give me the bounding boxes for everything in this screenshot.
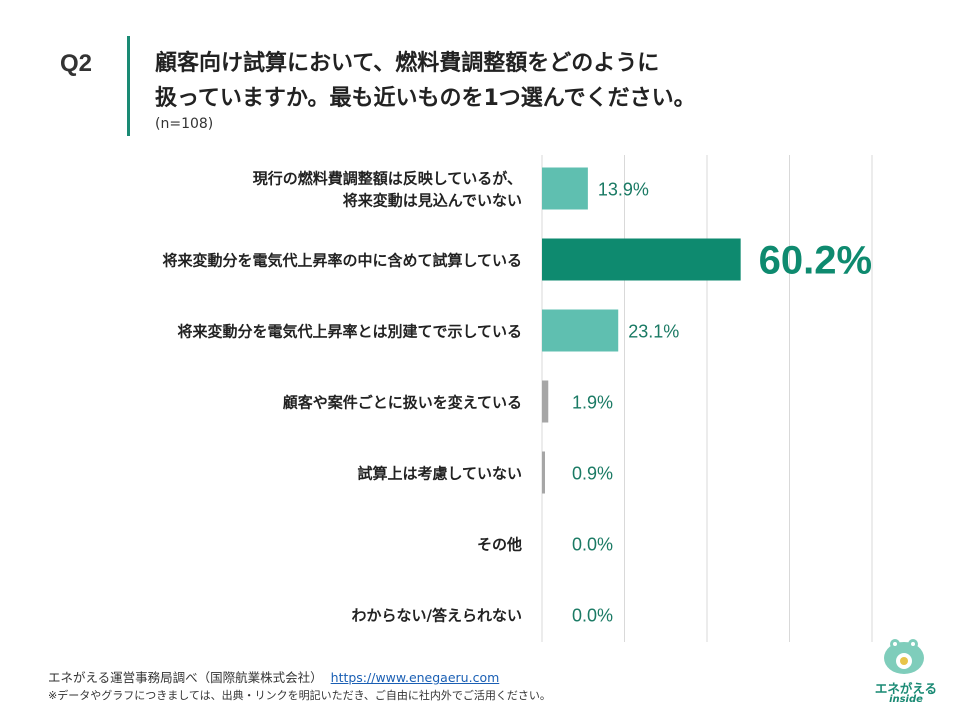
source-line: エネがえる運営事務局調べ（国際航業株式会社） https://www.enegae…: [48, 667, 499, 686]
bar-chart: 13.9% 現行の燃料費調整額は反映しているが、将来変動は見込んでいない 60.2%…: [0, 0, 960, 660]
data-label: 13.9%: [598, 180, 649, 200]
category-label: 将来変動分を電気代上昇率とは別建てで示している: [177, 323, 522, 341]
bar: [542, 310, 618, 352]
data-label: 0.0%: [572, 606, 613, 626]
category-label: 顧客や案件ごとに扱いを変えている: [283, 394, 522, 412]
data-label: 23.1%: [628, 322, 679, 342]
data-label: 60.2%: [759, 239, 872, 283]
bar: [542, 452, 545, 494]
bar: [542, 168, 588, 210]
bar: [542, 381, 548, 423]
enegaeru-logo: エネがえる inside: [866, 632, 946, 712]
category-label: 試算上は考慮していない: [357, 465, 522, 483]
data-label: 0.9%: [572, 464, 613, 484]
bar: [542, 239, 741, 281]
usage-note: ※データやグラフにつきましては、出典・リンクを明記いただき、ご自由に社内外でご活…: [48, 687, 551, 703]
source-text: エネがえる運営事務局調べ（国際航業株式会社）: [48, 670, 323, 685]
category-label: 将来変動分を電気代上昇率の中に含めて試算している: [162, 252, 522, 270]
logo-mascot-icon: [866, 632, 946, 678]
category-label: わからない/答えられない: [352, 607, 522, 625]
category-label: 現行の燃料費調整額は反映しているが、: [253, 170, 522, 188]
category-label: 将来変動は見込んでいない: [343, 192, 522, 210]
category-label: その他: [477, 536, 522, 554]
data-label: 0.0%: [572, 535, 613, 555]
logo-subtext: inside: [866, 694, 946, 705]
source-link[interactable]: https://www.enegaeru.com: [331, 670, 500, 685]
data-label: 1.9%: [572, 393, 613, 413]
